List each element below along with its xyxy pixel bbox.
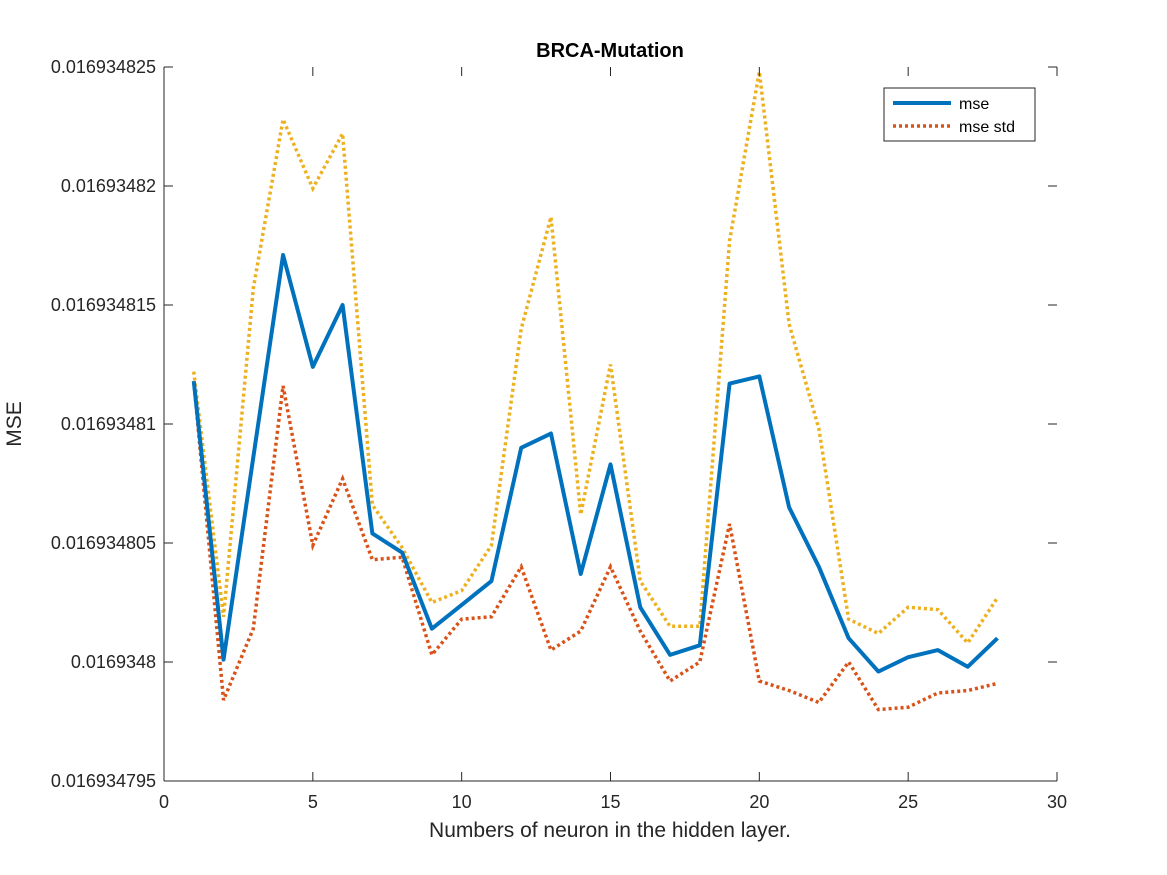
x-tick-label: 5 [308,792,318,812]
y-axis-label: MSE [3,401,26,447]
x-tick-label: 0 [159,792,169,812]
legend: mse mse std [883,87,1036,142]
legend-label-mse-std: mse std [959,119,1015,136]
y-tick-label: 0.01693481 [61,414,156,434]
x-axis-label: Numbers of neuron in the hidden layer. [429,819,791,842]
x-tick-label: 15 [600,792,620,812]
y-tick-label: 0.016934795 [51,771,156,791]
y-tick-label: 0.0169348 [71,652,156,672]
x-tick-label: 25 [898,792,918,812]
plot-area [164,67,1057,781]
legend-label-mse: mse [959,96,989,113]
series-line-mse-std [192,380,998,712]
y-ticks: 0.016934795 0.0169348 0.016934805 0.0169348… [51,57,1057,791]
series-line-upper-bound [192,71,999,646]
series-layer [191,71,999,712]
x-tick-label: 20 [749,792,769,812]
series-line-mse [191,253,999,674]
chart-title: BRCA-Mutation [536,40,684,62]
y-tick-label: 0.016934805 [51,533,156,553]
y-tick-label: 0.016934825 [51,57,156,77]
x-ticks: 0 5 10 15 20 25 30 [159,67,1067,812]
y-tick-label: 0.01693482 [61,176,156,196]
legend-box [883,87,1036,142]
y-tick-label: 0.016934815 [51,295,156,315]
x-tick-label: 10 [452,792,472,812]
x-tick-label: 30 [1047,792,1067,812]
